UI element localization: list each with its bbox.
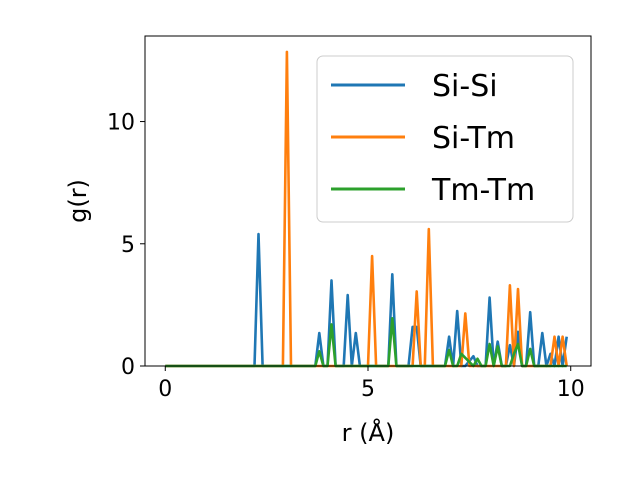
series-line-si-si bbox=[165, 232, 568, 368]
legend-items: Si-Si Si-Tm Tm-Tm bbox=[331, 69, 535, 208]
legend-label-tm-tm: Tm-Tm bbox=[431, 173, 535, 208]
y-tick-label: 5 bbox=[121, 233, 135, 258]
y-tick-label: 10 bbox=[107, 111, 135, 136]
legend-box bbox=[316, 55, 574, 223]
x-tick-label: 0 bbox=[158, 377, 172, 402]
x-axis-label: r (Å) bbox=[342, 418, 395, 447]
x-tick-label: 5 bbox=[361, 377, 375, 402]
series-line-tm-tm bbox=[165, 316, 567, 368]
x-tick-label: 10 bbox=[557, 377, 585, 402]
y-tick-label: 0 bbox=[121, 355, 135, 380]
legend-label-si-tm: Si-Tm bbox=[432, 121, 515, 156]
legend-label-si-si: Si-Si bbox=[432, 69, 498, 104]
y-axis-label: g(r) bbox=[64, 179, 92, 223]
ticks-layer: 0 5 10 0 5 10 bbox=[107, 111, 585, 402]
legend: Si-Si Si-Tm Tm-Tm bbox=[316, 55, 574, 223]
